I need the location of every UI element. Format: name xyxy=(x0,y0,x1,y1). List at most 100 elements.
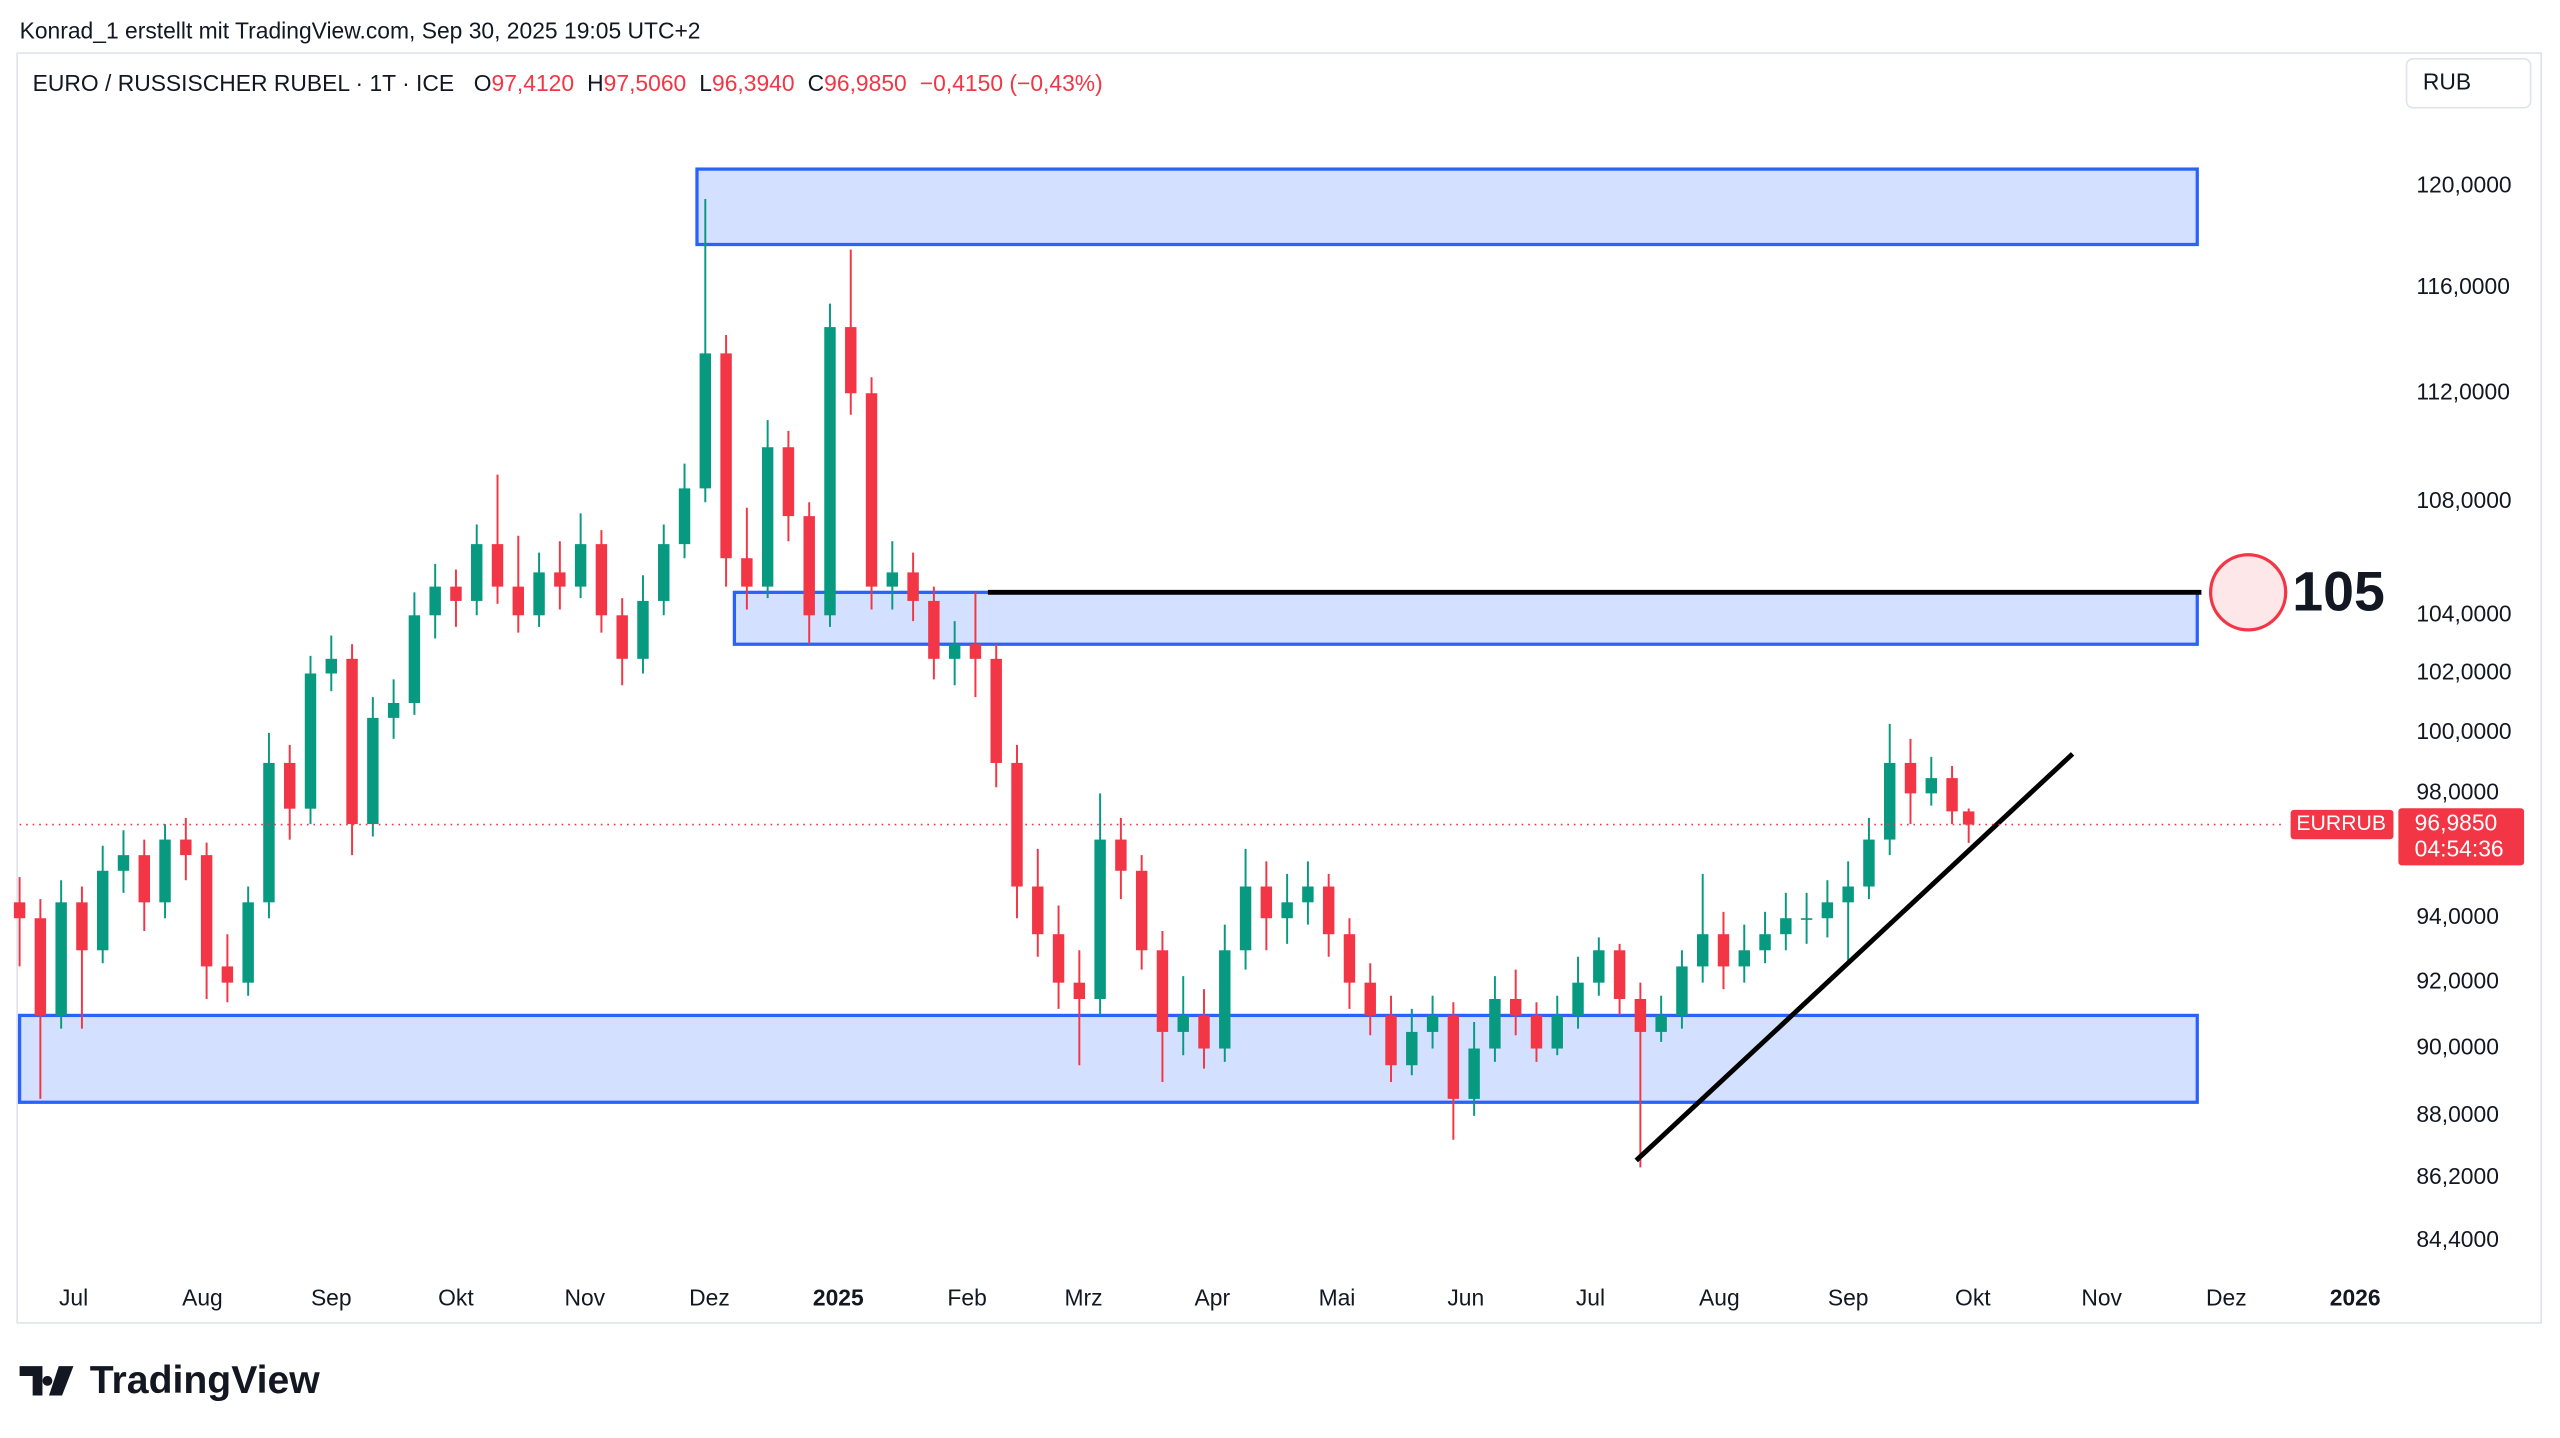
candle-body xyxy=(1032,886,1044,935)
x-tick-label: 2026 xyxy=(2330,1284,2381,1310)
candle-body xyxy=(408,615,421,704)
candle-body xyxy=(574,544,587,587)
candle-body xyxy=(907,572,919,601)
candle-body xyxy=(180,839,192,856)
currency: RUB xyxy=(2423,68,2471,94)
ohlc-key: H xyxy=(587,70,604,96)
zone xyxy=(732,590,2199,646)
candle-body xyxy=(55,902,67,1016)
candle-body xyxy=(1696,934,1709,967)
x-tick-label: Jul xyxy=(59,1284,88,1310)
y-tick-label: 102,0000 xyxy=(2416,659,2511,685)
zone xyxy=(695,167,2199,247)
candle-body xyxy=(1962,811,1975,825)
candle-body xyxy=(263,762,275,903)
candle-body xyxy=(1094,839,1106,999)
y-tick-label: 88,0000 xyxy=(2416,1101,2499,1127)
zone xyxy=(17,1013,2199,1104)
candle-body xyxy=(1780,918,1792,935)
candle-body xyxy=(1489,998,1501,1049)
candle-body xyxy=(1281,902,1293,919)
candle-body xyxy=(450,586,462,601)
candle-body xyxy=(1385,1015,1397,1066)
candle-body xyxy=(554,572,566,587)
candle-body xyxy=(1946,778,1958,812)
x-tick-label: Jul xyxy=(1576,1284,1605,1310)
candle-body xyxy=(512,586,525,616)
candle-body xyxy=(1177,1015,1189,1032)
change: −0,4150 (−0,43%) xyxy=(920,70,1103,96)
legend: EURO / RUSSISCHER RUBEL · 1T · ICE O97,41… xyxy=(33,70,1103,96)
symbol-box xyxy=(2290,809,2394,840)
x-tick-label: Dez xyxy=(689,1284,730,1310)
candle-body xyxy=(1406,1031,1418,1066)
x-tick-label: 2025 xyxy=(813,1284,864,1310)
candle-body xyxy=(1717,934,1730,967)
x-tick-label: Aug xyxy=(182,1284,223,1310)
candle-body xyxy=(1925,778,1937,794)
candle-body xyxy=(1842,886,1854,903)
candle-body xyxy=(990,658,1002,763)
candle-body xyxy=(1738,950,1750,967)
candle-body xyxy=(1821,902,1834,919)
symbol: EURRUB xyxy=(2296,812,2386,835)
candle-body xyxy=(1426,1015,1439,1032)
candle-body xyxy=(533,572,545,616)
candle-body xyxy=(1052,934,1065,983)
candle-body xyxy=(471,544,483,601)
candle-body xyxy=(1800,918,1813,920)
candle-body xyxy=(1593,950,1605,983)
candle-body xyxy=(1011,762,1023,887)
level-marker xyxy=(2208,553,2288,632)
y-tick-label: 112,0000 xyxy=(2416,378,2510,404)
candle-body xyxy=(1634,998,1647,1032)
candle-body xyxy=(1904,762,1917,794)
candle-body xyxy=(221,966,234,983)
candle-body xyxy=(1115,839,1127,871)
candle-body xyxy=(96,870,109,951)
candle-body xyxy=(824,327,836,616)
x-tick-label: Mrz xyxy=(1064,1284,1102,1310)
price-box xyxy=(2398,808,2525,866)
candle-body xyxy=(678,488,691,545)
brand: TradingView xyxy=(90,1359,320,1402)
logo: TradingView xyxy=(19,1359,320,1402)
candle-body xyxy=(1198,1015,1210,1049)
candle-body xyxy=(699,353,712,489)
candle-body xyxy=(1863,839,1875,887)
candle-body xyxy=(117,855,130,871)
ohlc-key: C xyxy=(808,70,825,96)
logo-icon xyxy=(19,1366,74,1396)
y-tick-label: 84,4000 xyxy=(2416,1226,2499,1252)
chart-frame xyxy=(16,52,2543,1324)
candle-body xyxy=(284,762,296,809)
candle-body xyxy=(1655,1015,1667,1032)
credit: Konrad_1 erstellt mit TradingView.com, S… xyxy=(20,18,701,44)
candle-body xyxy=(1530,1015,1543,1049)
candle-body xyxy=(491,544,504,587)
y-tick-label: 90,0000 xyxy=(2416,1034,2499,1060)
y-tick-label: 94,0000 xyxy=(2416,903,2499,929)
candle-body xyxy=(1260,886,1273,919)
title: EURO / RUSSISCHER RUBEL · 1T · ICE xyxy=(33,70,454,96)
y-tick-label: 92,0000 xyxy=(2416,968,2499,994)
candle-body xyxy=(741,558,753,587)
candle-body xyxy=(948,644,961,659)
x-tick-label: Nov xyxy=(564,1284,605,1310)
candle-body xyxy=(1302,886,1314,903)
candle-body xyxy=(138,855,150,903)
ohlc-value: 96,3940 xyxy=(712,70,795,96)
candle-body xyxy=(367,717,379,825)
currency-box[interactable] xyxy=(2405,57,2532,109)
candle-body xyxy=(1135,870,1148,951)
candle-body xyxy=(1156,950,1169,1032)
candle-body xyxy=(1073,982,1086,999)
candle-body xyxy=(325,658,337,674)
x-tick-label: Okt xyxy=(1955,1284,1991,1310)
ohlc-key: O xyxy=(474,70,492,96)
candle-body xyxy=(637,600,649,659)
candle-body xyxy=(1447,1015,1460,1099)
y-tick-label: 100,0000 xyxy=(2416,718,2511,744)
